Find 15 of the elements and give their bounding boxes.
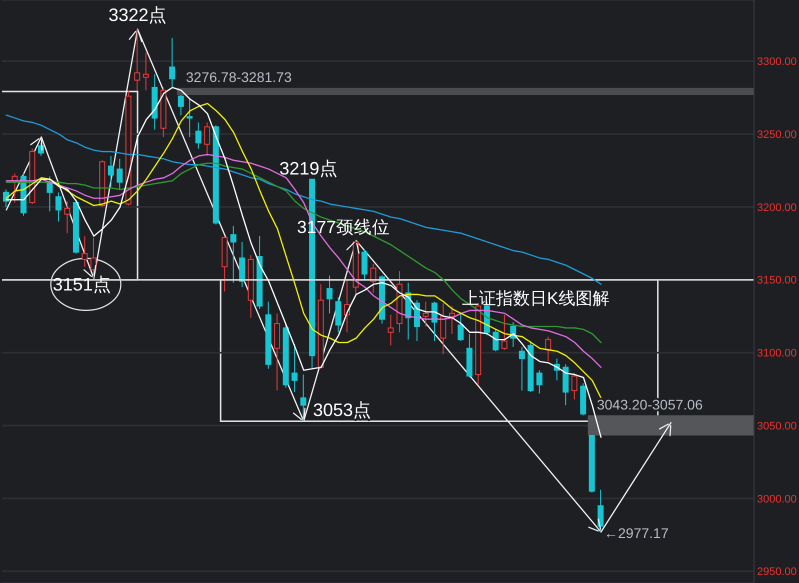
annotation: 3219点: [279, 158, 338, 178]
y-tick-label: 3250.00: [757, 128, 797, 141]
annotation: ←2977.17: [604, 525, 669, 541]
y-tick-label: 3100.00: [757, 348, 797, 360]
annotation: 3053点: [313, 400, 372, 420]
band-label: 3276.78-3281.73: [186, 68, 292, 85]
text: 上证指数日K线图解: [462, 289, 610, 308]
y-tick-label: 3300.00: [757, 56, 797, 68]
y-tick-label: 3200.00: [757, 202, 797, 214]
y-tick-label: 3050.00: [757, 420, 797, 432]
y-tick-label: 3000.00: [757, 493, 797, 506]
annotation: 3151点: [52, 274, 111, 294]
annotation: 3322点: [108, 5, 167, 26]
y-tick-label: 2950.00: [757, 566, 797, 578]
y-tick-label: 3150.00: [757, 274, 797, 287]
